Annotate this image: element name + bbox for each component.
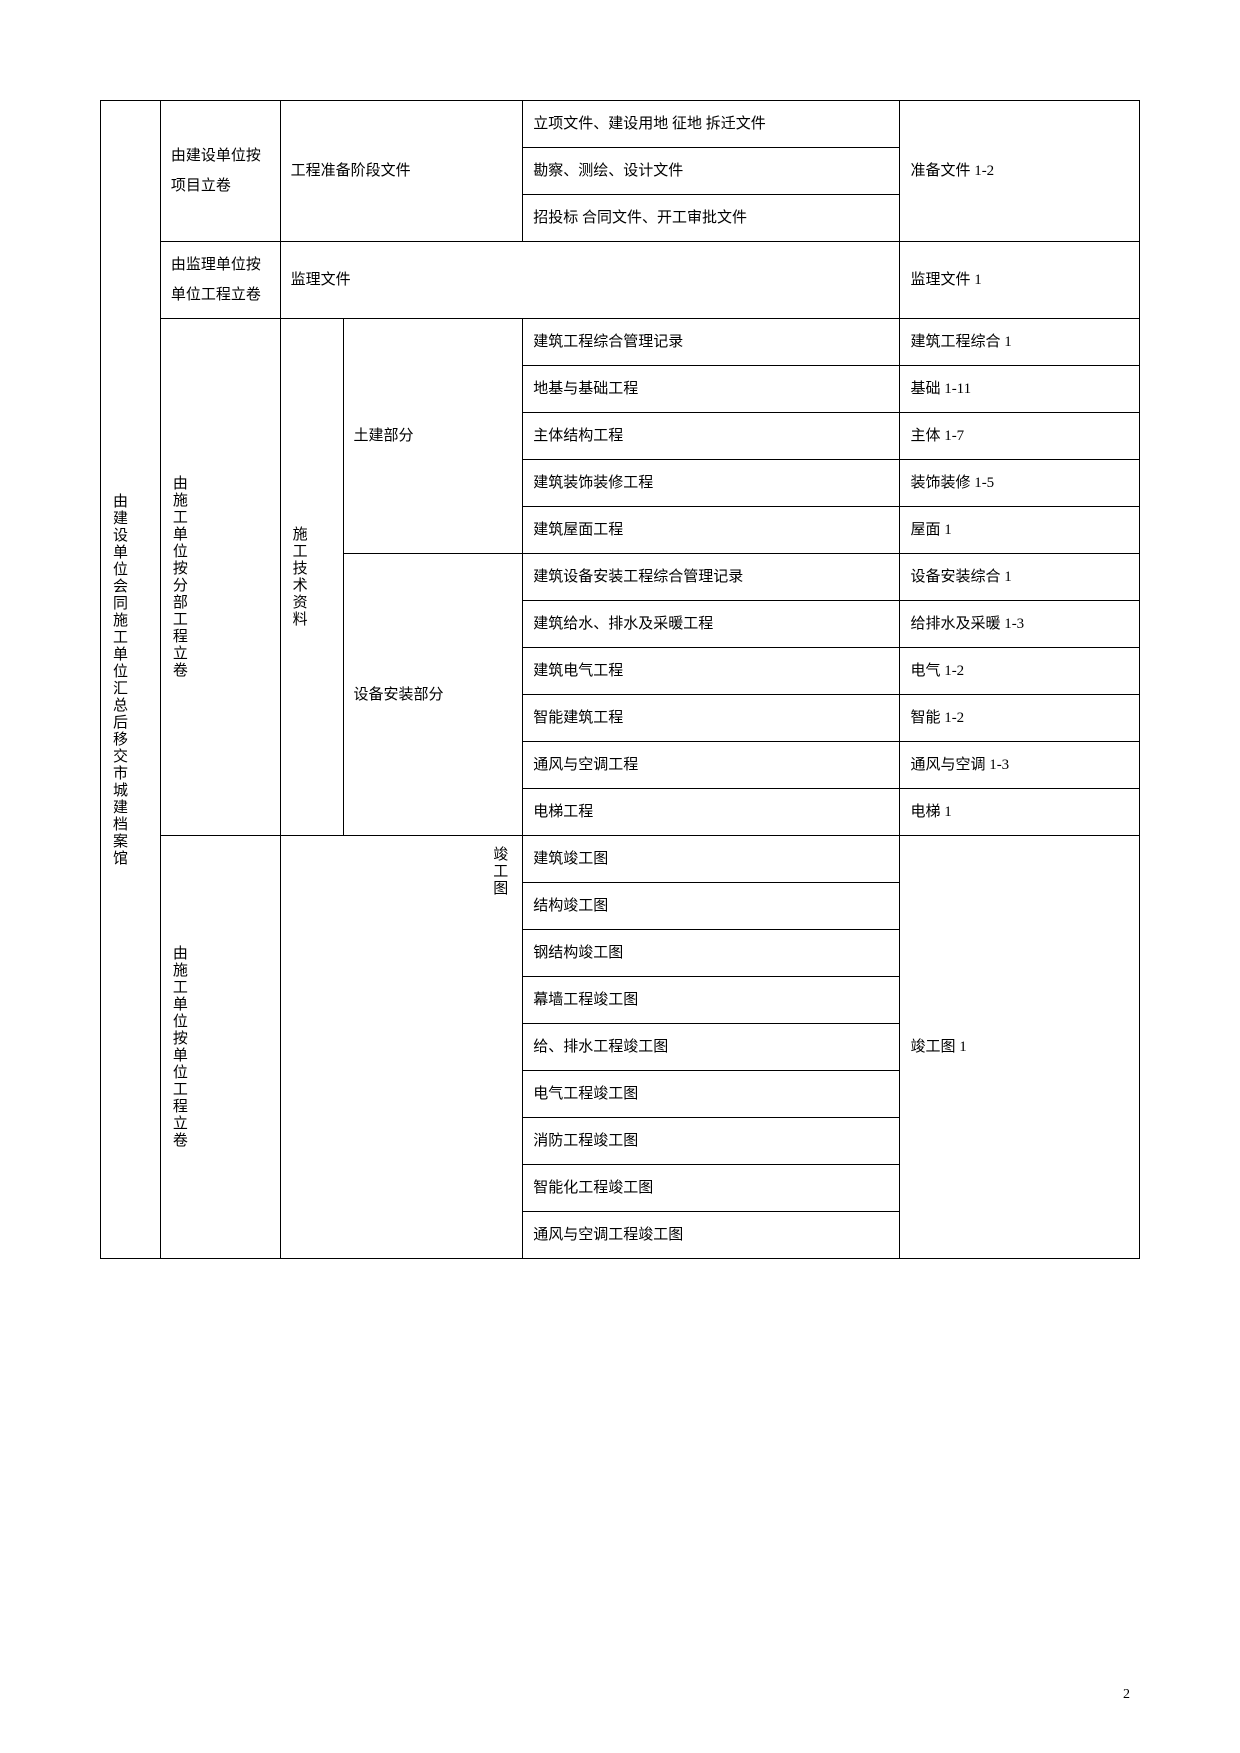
archive-classification-table: 由建设单位会同施工单位汇总后移交市城建档案馆 由建设单位按项目立卷 工程准备阶段…	[100, 100, 1140, 1259]
asbuilt-code: 竣工图 1	[900, 836, 1140, 1259]
install-row-code: 通风与空调 1-3	[900, 742, 1140, 789]
asbuilt-row-desc: 钢结构竣工图	[523, 930, 900, 977]
supervision-stage: 监理文件	[280, 242, 900, 319]
asbuilt-row-desc: 通风与空调工程竣工图	[523, 1212, 900, 1259]
asbuilt-row-desc: 建筑竣工图	[523, 836, 900, 883]
install-row-code: 给排水及采暖 1-3	[900, 601, 1140, 648]
install-row-desc: 电梯工程	[523, 789, 900, 836]
prep-row-desc: 立项文件、建设用地 征地 拆迁文件	[523, 101, 900, 148]
civil-row-code: 屋面 1	[900, 507, 1140, 554]
install-row-desc: 建筑设备安装工程综合管理记录	[523, 554, 900, 601]
install-row-desc: 建筑给水、排水及采暖工程	[523, 601, 900, 648]
civil-row-code: 建筑工程综合 1	[900, 319, 1140, 366]
asbuilt-row-desc: 幕墙工程竣工图	[523, 977, 900, 1024]
asbuilt-mid: 竣工图	[280, 836, 523, 1259]
civil-row-desc: 地基与基础工程	[523, 366, 900, 413]
install-row-code: 电梯 1	[900, 789, 1140, 836]
install-row-desc: 智能建筑工程	[523, 695, 900, 742]
asbuilt-row-desc: 智能化工程竣工图	[523, 1165, 900, 1212]
install-label: 设备安装部分	[343, 554, 523, 836]
civil-row-desc: 建筑工程综合管理记录	[523, 319, 900, 366]
asbuilt-row-desc: 电气工程竣工图	[523, 1071, 900, 1118]
asbuilt-row-desc: 消防工程竣工图	[523, 1118, 900, 1165]
civil-label: 土建部分	[343, 319, 523, 554]
page-number: 2	[1123, 1687, 1130, 1703]
civil-row-code: 装饰装修 1-5	[900, 460, 1140, 507]
prep-row-desc: 勘察、测绘、设计文件	[523, 148, 900, 195]
construction-mid: 施工技术资料	[280, 319, 343, 836]
civil-row-desc: 建筑屋面工程	[523, 507, 900, 554]
prep-row-code: 准备文件 1-2	[900, 101, 1140, 242]
prep-stage: 工程准备阶段文件	[280, 101, 523, 242]
asbuilt-row-desc: 结构竣工图	[523, 883, 900, 930]
install-row-code: 智能 1-2	[900, 695, 1140, 742]
civil-row-desc: 建筑装饰装修工程	[523, 460, 900, 507]
master-category: 由建设单位会同施工单位汇总后移交市城建档案馆	[101, 101, 161, 1259]
prep-by: 由建设单位按项目立卷	[160, 101, 280, 242]
asbuilt-by: 由施工单位按单位工程立卷	[160, 836, 280, 1259]
install-row-code: 设备安装综合 1	[900, 554, 1140, 601]
install-row-desc: 通风与空调工程	[523, 742, 900, 789]
supervision-code: 监理文件 1	[900, 242, 1140, 319]
install-row-code: 电气 1-2	[900, 648, 1140, 695]
install-row-desc: 建筑电气工程	[523, 648, 900, 695]
construction-by: 由施工单位按分部工程立卷	[160, 319, 280, 836]
supervision-by: 由监理单位按单位工程立卷	[160, 242, 280, 319]
asbuilt-row-desc: 给、排水工程竣工图	[523, 1024, 900, 1071]
civil-row-desc: 主体结构工程	[523, 413, 900, 460]
civil-row-code: 基础 1-11	[900, 366, 1140, 413]
civil-row-code: 主体 1-7	[900, 413, 1140, 460]
prep-row-desc: 招投标 合同文件、开工审批文件	[523, 195, 900, 242]
